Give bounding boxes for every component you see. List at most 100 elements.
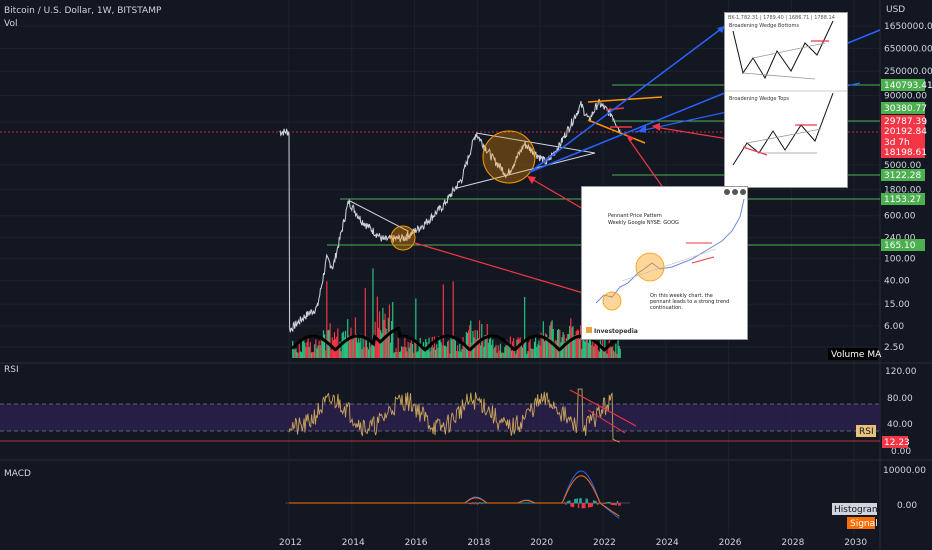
price-tag-bg xyxy=(881,102,925,114)
price-tick: 100.00 xyxy=(884,255,916,265)
volume-bar xyxy=(338,345,340,358)
volume-bar xyxy=(440,342,442,358)
highlight-circle-2015[interactable] xyxy=(390,225,416,251)
volume-bar xyxy=(461,348,463,358)
volume-bar xyxy=(521,347,524,358)
volume-bar xyxy=(349,336,351,358)
volume-bar xyxy=(546,334,548,358)
volume-bar xyxy=(507,341,509,358)
volume-bar xyxy=(302,338,304,358)
histogram-bar xyxy=(580,498,582,504)
volume-bar xyxy=(458,351,460,358)
price-tag: 20192.84 xyxy=(884,127,927,137)
histogram-tag-bg xyxy=(832,503,877,515)
price-tick: 15.00 xyxy=(884,300,910,310)
volume-bar xyxy=(505,345,507,358)
volume-bar xyxy=(340,351,342,358)
volume-bar xyxy=(608,340,610,358)
volume-bar xyxy=(442,284,444,358)
highlight-circle-2019[interactable] xyxy=(482,130,536,184)
wedge-bottoms-upper xyxy=(752,42,826,59)
volume-bar xyxy=(495,344,497,358)
histogram-bar xyxy=(523,502,526,504)
volume-bar xyxy=(324,334,326,358)
investopedia-logo: Investopedia xyxy=(594,328,638,335)
histogram-bar xyxy=(571,503,573,507)
volume-bar xyxy=(530,348,532,358)
rsi-tick: 40.00 xyxy=(887,420,913,430)
price-axis[interactable]: 1650000.00650000.00250000.0090000.003000… xyxy=(884,22,932,353)
histogram-bar xyxy=(584,503,586,509)
histogram-bar xyxy=(473,503,476,505)
histogram-bar xyxy=(569,500,571,504)
histogram-bar xyxy=(619,503,621,506)
histogram-bar xyxy=(464,503,467,504)
volume-bar xyxy=(307,338,309,358)
volume-bar xyxy=(451,339,453,358)
volume-bar xyxy=(547,339,549,358)
time-axis[interactable]: 2012 2014 2016 2018 2020 2022 2024 2026 2028 2030 xyxy=(279,538,867,548)
volume-bar xyxy=(389,342,392,358)
wedge-inset[interactable]: BK-1,782.31 | 1789.40 | 1686.71 | 1788.1… xyxy=(724,12,848,188)
volume-bar xyxy=(488,338,491,358)
price-tag: 3d 7h xyxy=(884,138,910,148)
volume-bar xyxy=(364,288,366,358)
pennant-circle-small xyxy=(602,291,622,311)
price-tag: 1153.27 xyxy=(884,195,921,205)
volume-bar xyxy=(541,338,543,358)
volume-bar xyxy=(377,327,380,358)
wedge-top-line[interactable] xyxy=(587,96,663,103)
volume-bar xyxy=(444,345,447,358)
pennant-inset[interactable]: Pennant Price Pattern Weekly Google NYSE… xyxy=(581,186,748,340)
pennant-2018[interactable] xyxy=(456,132,596,189)
volume-bar xyxy=(500,352,503,358)
volume-bar xyxy=(493,348,495,358)
rsi-label: RSI xyxy=(4,365,19,375)
histogram-bar xyxy=(531,502,533,504)
wedge-bottom-line[interactable] xyxy=(587,119,646,144)
histogram-bar xyxy=(605,502,607,504)
volume-bar xyxy=(482,339,484,358)
pennant-inset-drawing xyxy=(586,189,746,333)
volume-bar xyxy=(599,340,602,358)
volume-bar xyxy=(402,347,404,358)
histogram-bar xyxy=(575,498,577,504)
volume-bar xyxy=(406,351,408,358)
histogram-bar xyxy=(597,503,600,505)
volume-bar xyxy=(460,351,462,358)
volume-bar xyxy=(614,352,616,358)
rsi-trendline-bottom[interactable] xyxy=(587,409,626,434)
histogram-bar xyxy=(582,503,585,509)
histogram-bar xyxy=(564,502,566,504)
volume-bar xyxy=(431,336,433,358)
currency-label: USD xyxy=(886,5,906,15)
volume-bar xyxy=(343,337,345,358)
volume-bar xyxy=(415,298,417,358)
arrow-to-pennant-inset[interactable] xyxy=(414,242,591,296)
volume-bar xyxy=(452,281,454,358)
volume-bar xyxy=(554,339,557,358)
volume-bar xyxy=(350,327,352,358)
pennant-2014[interactable] xyxy=(349,200,409,241)
histogram-bar xyxy=(574,498,576,504)
histogram-bar xyxy=(479,502,482,504)
volume-bar xyxy=(532,348,535,358)
volume-bar xyxy=(405,347,407,358)
volume-bar xyxy=(522,344,525,358)
volume-bar xyxy=(578,339,581,358)
volume-bar xyxy=(616,353,618,358)
histogram-bar xyxy=(468,503,471,504)
pennant-mark xyxy=(691,256,715,264)
volume-ma-tag: Volume MA xyxy=(831,350,882,360)
projection-line-steep[interactable] xyxy=(529,25,726,173)
histogram-bar xyxy=(483,502,486,504)
inset-control-icon xyxy=(732,189,738,195)
volume-bar xyxy=(404,337,406,358)
volume-bar xyxy=(540,332,542,358)
volume-bar xyxy=(358,338,360,358)
time-tick: 2026 xyxy=(719,538,742,548)
rsi-trendline-top[interactable] xyxy=(569,389,637,427)
inset-control-icon xyxy=(740,189,746,195)
volume-bar xyxy=(370,346,372,358)
histogram-bar xyxy=(579,498,581,504)
